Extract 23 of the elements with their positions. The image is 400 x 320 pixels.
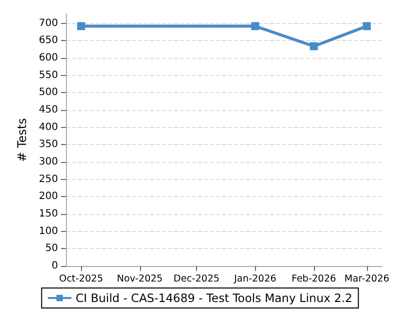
y-tick-label: 250 <box>38 174 58 185</box>
x-tick-label: Mar-2026 <box>344 274 390 284</box>
y-tick-label: 650 <box>38 35 58 46</box>
legend-label: CI Build - CAS-14689 - Test Tools Many Linux 2.2 <box>76 291 352 305</box>
y-tick-label: 300 <box>38 156 58 168</box>
y-tick-label: 0 <box>52 260 58 272</box>
x-tick-label: Nov-2025 <box>116 274 163 284</box>
y-tick-label: 200 <box>38 191 58 202</box>
y-tick-label: 400 <box>38 122 58 133</box>
x-tick-label: Oct-2025 <box>59 274 104 284</box>
y-tick-label: 100 <box>38 226 58 237</box>
y-tick-label: 450 <box>38 104 58 116</box>
x-tick-label: Feb-2026 <box>292 274 336 284</box>
y-tick-label: 500 <box>38 87 58 98</box>
y-tick-label: 600 <box>38 52 58 64</box>
y-tick-label: 50 <box>45 243 58 254</box>
y-tick-label: 350 <box>38 139 58 150</box>
x-tick-label: Dec-2025 <box>174 274 220 284</box>
y-tick-label: 700 <box>38 18 58 29</box>
y-tick-label: 550 <box>38 70 58 81</box>
y-tick-label: 150 <box>38 208 58 220</box>
x-tick-label: Jan-2026 <box>233 274 276 284</box>
y-axis-title: # Tests <box>15 118 29 162</box>
